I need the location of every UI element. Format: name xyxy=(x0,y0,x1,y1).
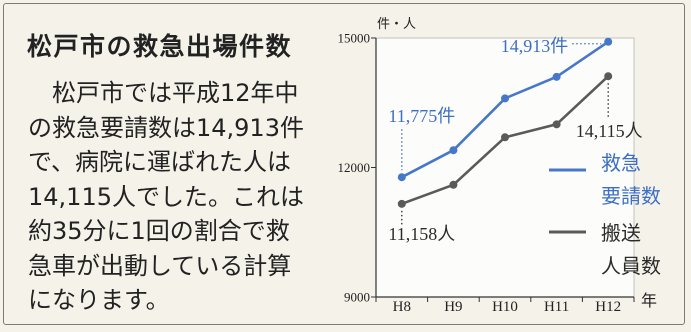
data-point xyxy=(552,120,561,129)
data-label: 14,115人 xyxy=(576,121,643,141)
data-point xyxy=(604,37,613,46)
x-tick-label: H11 xyxy=(544,299,569,315)
data-label: 11,775件 xyxy=(388,106,455,126)
data-point xyxy=(449,146,458,155)
y-tick-label: 9000 xyxy=(344,290,370,305)
data-point xyxy=(397,173,406,182)
x-tick-label: H10 xyxy=(492,299,518,315)
x-tick-label: H8 xyxy=(393,299,411,315)
body-line: の救急要請数は14,913件 xyxy=(28,113,304,142)
body-line: になります。 xyxy=(28,286,170,314)
legend-label: 要請数 xyxy=(601,184,661,208)
body-line: 急車が出動している計算 xyxy=(28,251,292,280)
x-tick-label: H12 xyxy=(595,299,621,315)
legend-label: 救急 xyxy=(601,151,641,175)
body-line: 約35分に1回の割合で救 xyxy=(28,217,290,245)
body-line: で、病院に運ばれた人は xyxy=(28,148,292,176)
body-text: 松戸市では平成12年中 の救急要請数は14,913件 で、病院に運ばれた人は 1… xyxy=(28,76,313,318)
panel-frame xyxy=(3,3,685,325)
body-line: 松戸市では平成12年中 xyxy=(28,79,299,107)
data-point xyxy=(397,199,406,208)
x-tick-label: H9 xyxy=(444,299,462,315)
plot-area xyxy=(375,37,635,298)
data-point xyxy=(552,72,561,81)
y-tick-label: 15000 xyxy=(338,31,371,46)
page-title: 松戸市の救急出場件数 xyxy=(27,32,293,61)
x-axis-label: 年 xyxy=(641,292,657,310)
legend-label: 人員数 xyxy=(601,254,661,278)
line-chart: 15000 12000 9000 H8 H9 H10 H11 H12 年 件・人 11,775件 14… xyxy=(338,16,662,315)
legend-label: 搬送 xyxy=(601,221,641,245)
data-label: 14,913件 xyxy=(501,36,569,56)
data-point xyxy=(604,72,613,81)
data-label: 11,158人 xyxy=(388,224,455,244)
body-line: 14,115人でした。これは xyxy=(28,182,304,211)
y-tick-label: 12000 xyxy=(338,160,371,175)
data-point xyxy=(501,133,509,142)
data-point xyxy=(449,180,458,189)
data-point xyxy=(501,94,509,103)
y-axis-label: 件・人 xyxy=(377,16,416,31)
